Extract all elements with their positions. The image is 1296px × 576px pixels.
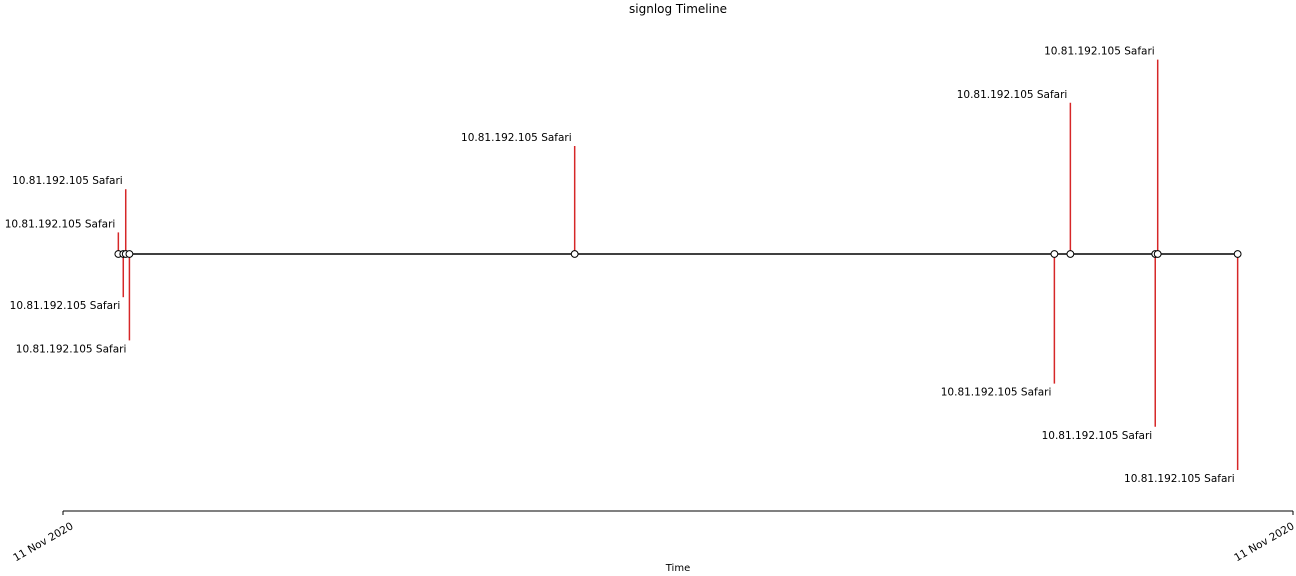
event-marker: [1066, 250, 1075, 258]
event-label: 10.81.192.105 Safari: [16, 343, 127, 355]
event-marker: [125, 250, 134, 258]
event-label: 10.81.192.105 Safari: [1042, 430, 1153, 442]
event-label: 10.81.192.105 Safari: [12, 175, 123, 187]
chart-title: signlog Timeline: [629, 2, 727, 16]
x-tick-label-end: 11 Nov 2020: [1232, 520, 1296, 564]
event-markers: [114, 250, 1242, 258]
event-label: 10.81.192.105 Safari: [5, 218, 116, 230]
event-labels: 10.81.192.105 Safari 10.81.192.105 Safari…: [5, 46, 1235, 485]
event-label: 10.81.192.105 Safari: [1044, 46, 1155, 58]
x-tick-label-start: 11 Nov 2020: [11, 520, 75, 564]
event-label: 10.81.192.105 Safari: [957, 89, 1068, 101]
event-label: 10.81.192.105 Safari: [461, 132, 572, 144]
event-marker: [570, 250, 579, 258]
x-axis-label: Time: [665, 563, 690, 574]
event-marker: [1233, 250, 1242, 258]
event-marker: [1153, 250, 1162, 258]
event-marker: [1050, 250, 1059, 258]
event-label: 10.81.192.105 Safari: [10, 300, 121, 312]
event-label: 10.81.192.105 Safari: [1124, 473, 1235, 485]
event-stems: [117, 59, 1239, 470]
event-label: 10.81.192.105 Safari: [941, 387, 1052, 399]
